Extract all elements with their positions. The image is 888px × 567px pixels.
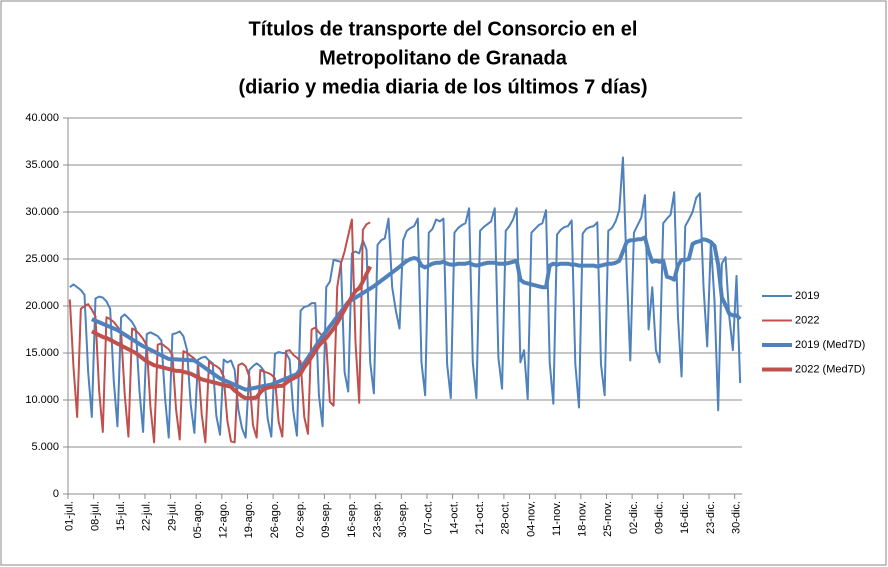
x-tick-label: 07-oct. — [423, 501, 435, 535]
x-tick-label: 21-oct. — [474, 501, 486, 535]
y-tick-label: 20.000 — [25, 300, 59, 312]
x-tick-label: 04-nov. — [525, 501, 537, 537]
x-tick-label: 16-dic. — [679, 501, 691, 534]
x-tick-label: 18-nov. — [577, 501, 589, 537]
x-tick-label: 15-jul. — [115, 501, 127, 531]
x-tick-label: 22-jul. — [141, 501, 153, 531]
legend-label: 2019 (Med7D) — [795, 339, 865, 351]
chart-title: (diario y media diaria de los últimos 7 … — [238, 76, 647, 98]
y-tick-label: 40.000 — [25, 112, 59, 124]
legend-label: 2022 — [795, 314, 819, 326]
x-tick-label: 05-ago. — [192, 501, 204, 538]
series-line — [90, 265, 372, 401]
x-tick-label: 02-sep. — [295, 501, 307, 538]
x-tick-label: 26-ago. — [269, 501, 281, 538]
x-tick-label: 14-oct. — [448, 501, 460, 535]
x-tick-label: 28-oct. — [500, 501, 512, 535]
y-tick-label: 5.000 — [31, 441, 59, 453]
x-tick-label: 02-dic. — [628, 501, 640, 534]
x-tick-label: 09-sep. — [320, 501, 332, 538]
series-line — [91, 235, 742, 392]
x-tick-label: 19-ago. — [243, 501, 255, 538]
x-tick-label: 11-nov. — [551, 501, 563, 536]
y-tick-label: 30.000 — [25, 206, 59, 218]
chart-title: Metropolitano de Granada — [319, 47, 568, 69]
x-tick-label: 09-dic. — [653, 501, 665, 534]
series-line — [69, 156, 742, 439]
x-tick-label: 23-dic. — [705, 501, 717, 534]
x-tick-label: 25-nov. — [602, 501, 614, 537]
y-tick-label: 0 — [53, 488, 59, 500]
x-tick-label: 08-jul. — [89, 501, 101, 531]
x-tick-label: 30-dic. — [730, 501, 742, 534]
legend-label: 2019 — [795, 290, 819, 302]
y-tick-label: 10.000 — [25, 394, 59, 406]
y-tick-label: 25.000 — [25, 253, 59, 265]
x-tick-label: 23-sep. — [371, 501, 383, 538]
chart-title: Títulos de transporte del Consorcio en e… — [249, 18, 638, 40]
x-tick-label: 12-ago. — [218, 501, 230, 538]
x-tick-label: 29-jul. — [166, 501, 178, 531]
x-tick-label: 01-jul. — [64, 501, 76, 531]
x-tick-label: 16-sep. — [346, 501, 358, 538]
y-tick-label: 35.000 — [25, 159, 59, 171]
x-tick-label: 30-sep. — [397, 501, 409, 538]
y-tick-label: 15.000 — [25, 347, 59, 359]
legend-label: 2022 (Med7D) — [795, 363, 865, 375]
